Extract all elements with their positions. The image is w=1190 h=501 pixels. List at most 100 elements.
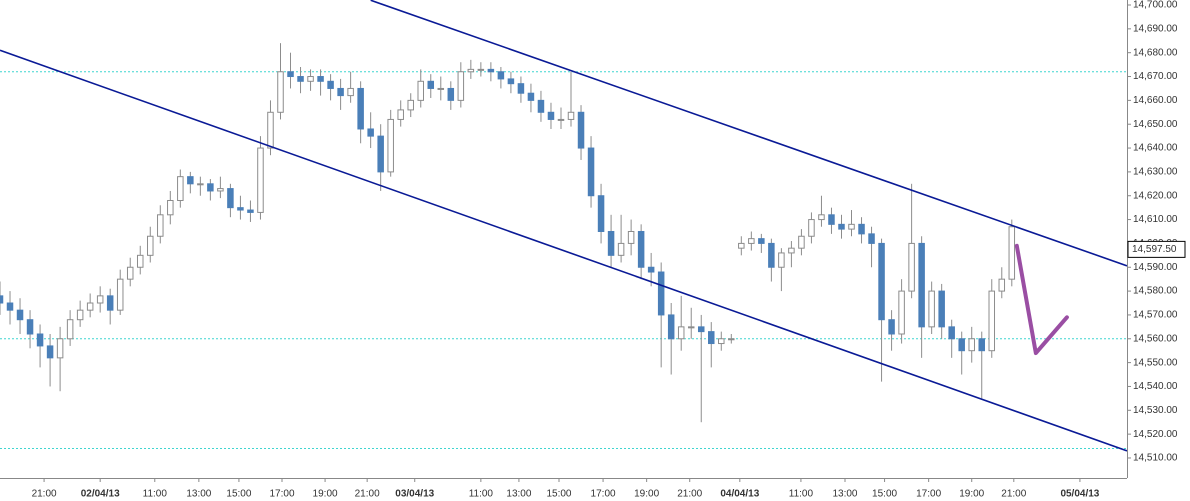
candle-body bbox=[1008, 226, 1016, 280]
x-tick-label: 15:00 bbox=[872, 489, 897, 500]
candle-body bbox=[908, 242, 915, 292]
y-tick-label: 14,650.00 bbox=[1133, 119, 1178, 130]
candle-body bbox=[868, 233, 875, 244]
candle-body bbox=[978, 338, 985, 352]
candle-body bbox=[828, 214, 835, 225]
candle-body bbox=[56, 338, 64, 359]
y-tick-label: 14,630.00 bbox=[1133, 167, 1178, 178]
trend-channel-line bbox=[370, 0, 1127, 267]
candle-body bbox=[778, 252, 785, 268]
candle-body bbox=[477, 68, 485, 71]
candle-body bbox=[898, 290, 905, 335]
candle-body bbox=[317, 76, 324, 82]
y-tick-label: 14,520.00 bbox=[1133, 429, 1178, 440]
candle-body bbox=[657, 271, 665, 316]
candle-body bbox=[748, 238, 755, 244]
y-tick-label: 14,620.00 bbox=[1133, 190, 1178, 201]
candle-body bbox=[197, 183, 204, 186]
candle-body bbox=[247, 209, 254, 213]
candle-body bbox=[337, 87, 344, 97]
candle-body bbox=[116, 278, 124, 311]
candle-body bbox=[36, 333, 44, 347]
candle-body bbox=[768, 242, 775, 268]
candle-body bbox=[307, 76, 314, 82]
x-tick-label: 21:00 bbox=[677, 489, 702, 500]
candle-body bbox=[798, 235, 805, 249]
x-tick-label: 11:00 bbox=[143, 489, 168, 500]
candle-body bbox=[708, 331, 715, 345]
x-tick-label: 04/04/13 bbox=[720, 489, 759, 500]
candle-body bbox=[86, 302, 94, 311]
y-tick-label: 14,560.00 bbox=[1133, 333, 1178, 344]
candle-body bbox=[537, 99, 545, 113]
x-tick-label: 15:00 bbox=[546, 489, 571, 500]
price-label-box bbox=[1127, 240, 1186, 258]
x-tick-label: 05/04/13 bbox=[1060, 489, 1099, 500]
candle-body bbox=[938, 290, 945, 328]
candle-body bbox=[16, 309, 24, 321]
candle-body bbox=[577, 111, 585, 149]
candle-body bbox=[387, 118, 394, 173]
y-tick-label: 14,680.00 bbox=[1133, 47, 1178, 58]
x-tick-label: 13:00 bbox=[186, 489, 211, 500]
x-tick-label: 19:00 bbox=[959, 489, 984, 500]
x-tick-label: 03/04/13 bbox=[395, 489, 434, 500]
x-tick-label: 13:00 bbox=[832, 489, 857, 500]
candle-body bbox=[407, 99, 414, 111]
x-tick-label: 19:00 bbox=[313, 489, 338, 500]
y-tick-label: 14,610.00 bbox=[1133, 214, 1178, 225]
candle-body bbox=[187, 176, 194, 185]
y-tick-label: 14,530.00 bbox=[1133, 405, 1178, 416]
candle-body bbox=[587, 147, 595, 197]
candle-body bbox=[968, 338, 975, 352]
candle-body bbox=[627, 230, 635, 244]
y-tick-label: 14,700.00 bbox=[1133, 0, 1178, 11]
candle-body bbox=[297, 76, 304, 82]
candle-body bbox=[567, 111, 575, 120]
candle-body bbox=[437, 87, 445, 90]
x-tick-label: 21:00 bbox=[1001, 489, 1026, 500]
candle-body bbox=[237, 207, 244, 211]
candle-body bbox=[76, 309, 84, 321]
candle-body bbox=[647, 266, 655, 273]
candle-body bbox=[738, 242, 745, 249]
candle-body bbox=[397, 109, 404, 120]
candle-body bbox=[147, 235, 154, 256]
candle-body bbox=[497, 71, 505, 80]
candle-body bbox=[417, 80, 425, 101]
candle-body bbox=[667, 314, 675, 340]
candle-body bbox=[66, 319, 74, 340]
candle-body bbox=[377, 135, 384, 173]
candle-body bbox=[637, 230, 645, 268]
y-tick-label: 14,670.00 bbox=[1133, 71, 1178, 82]
candle-body bbox=[367, 128, 374, 137]
candle-body bbox=[758, 238, 765, 244]
candle-body bbox=[617, 242, 625, 256]
candle-body bbox=[988, 290, 996, 352]
candle-body bbox=[457, 71, 465, 101]
candle-body bbox=[157, 214, 164, 237]
x-tick-label: 19:00 bbox=[634, 489, 659, 500]
y-tick-label: 14,640.00 bbox=[1133, 143, 1178, 154]
candle-body bbox=[467, 68, 475, 73]
price-label: 14,597.50 bbox=[1132, 244, 1177, 255]
candle-body bbox=[177, 176, 184, 201]
candle-body bbox=[547, 111, 555, 120]
y-tick-label: 14,570.00 bbox=[1133, 310, 1178, 321]
candle-body bbox=[0, 295, 4, 304]
candle-body bbox=[527, 92, 535, 101]
y-tick-label: 14,510.00 bbox=[1133, 453, 1178, 464]
x-tick-label: 21:00 bbox=[32, 489, 57, 500]
candle-body bbox=[888, 319, 895, 335]
candle-body bbox=[557, 118, 565, 121]
x-tick-label: 17:00 bbox=[591, 489, 616, 500]
candle-body bbox=[677, 326, 685, 340]
trend-channel-line bbox=[0, 49, 1127, 452]
candle-body bbox=[858, 223, 865, 235]
y-tick-label: 14,580.00 bbox=[1133, 286, 1178, 297]
candle-body bbox=[958, 338, 965, 352]
candle-body bbox=[267, 111, 274, 149]
candle-body bbox=[507, 78, 515, 85]
candle-body bbox=[217, 188, 224, 192]
